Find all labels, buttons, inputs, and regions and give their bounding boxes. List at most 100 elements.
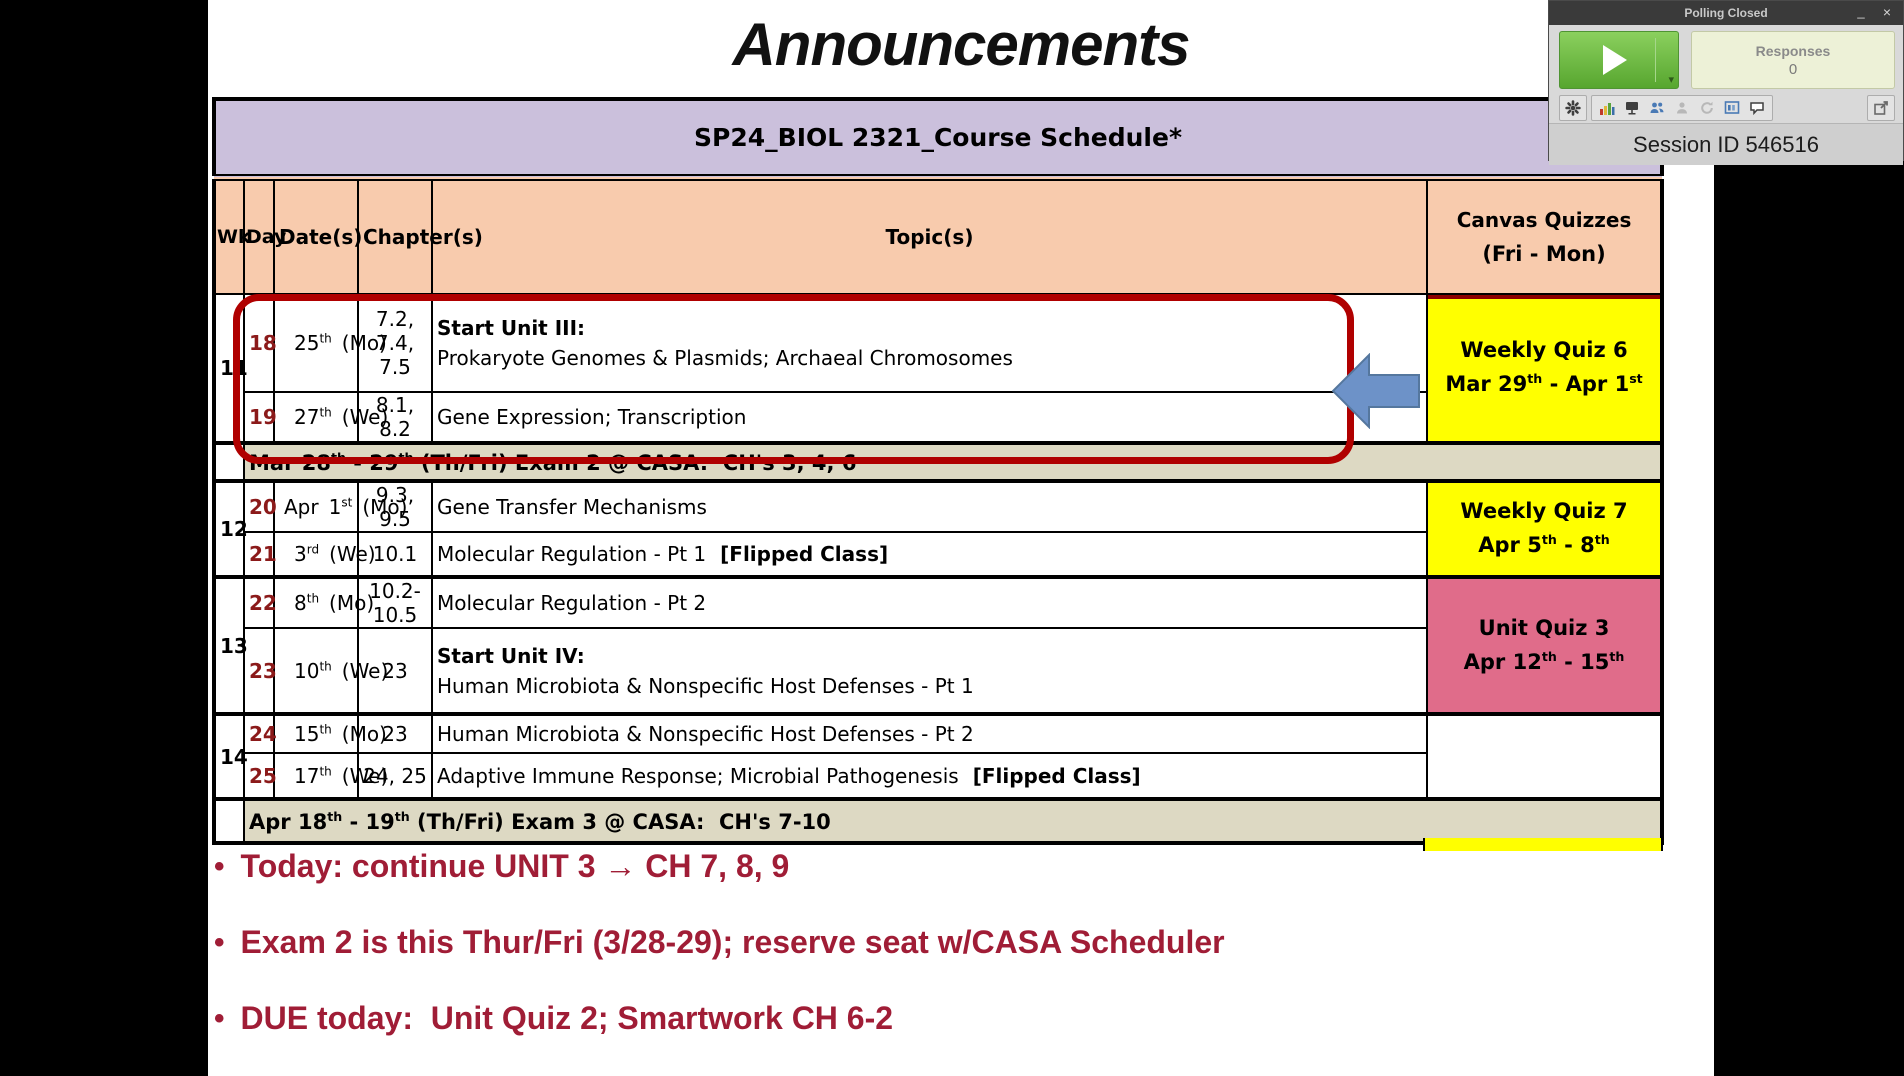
refresh-disabled-icon[interactable] — [1697, 98, 1717, 118]
chevron-down-icon[interactable]: ▾ — [1668, 74, 1674, 86]
bar-chart-icon[interactable] — [1597, 98, 1617, 118]
topic-cell: Adaptive Immune Response; Microbial Path… — [431, 752, 1428, 800]
chapters-cell: 9.3, 9.5 — [357, 479, 433, 533]
table-row: 25 17th(We) 24, 25 Adaptive Immune Respo… — [214, 752, 1662, 800]
table-row: 11 18 25th (Mo) 7.2, 7.4, 7.5 Start Unit … — [213, 293, 1664, 444]
user-disabled-icon[interactable] — [1672, 98, 1692, 118]
day-number: 24 — [243, 712, 277, 754]
chapters-cell: 24, 25 — [357, 752, 433, 800]
topic-cell: Molecular Regulation - Pt 2 — [431, 575, 1428, 629]
topic-cell: Molecular Regulation - Pt 1 [Flipped Clas… — [431, 531, 1428, 578]
topic-cell: Start Unit IV: Human Microbiota & Nonspe… — [431, 627, 1428, 715]
responses-count: 0 — [1788, 60, 1798, 78]
header-wk: Wk — [213, 176, 251, 295]
table-row: 23 10th (We) 23 Start Unit IV: Human Micr… — [214, 627, 1662, 715]
quiz-cell-unit-quiz-3: Unit Quiz 3 Apr 12th - 15th — [1425, 575, 1664, 715]
message-window-icon[interactable] — [1722, 98, 1742, 118]
quiz-cell-weekly-quiz-7: Weekly Quiz 7 Apr 5th - 8th — [1425, 479, 1664, 578]
chat-bubble-icon[interactable] — [1747, 98, 1767, 118]
chapters-cell: 10.2-10.5 — [357, 575, 433, 629]
day-number: 20 — [243, 479, 277, 533]
chapters-cell: 23 — [357, 627, 433, 715]
popout-icon[interactable] — [1867, 95, 1895, 121]
table-row: 13 22 8th (Mo) 10.2-10.5 Molecular Regula… — [213, 575, 1664, 715]
week-number: 14 — [213, 712, 248, 800]
header-day: Day — [243, 176, 286, 295]
header-topics: Topic(s) — [431, 176, 1428, 295]
table-row: 21 3rd (We) 10.1 Molecular Regulation - P… — [214, 531, 1662, 578]
session-id-label: Session ID 546516 — [1633, 131, 1819, 157]
exam-3-banner: Apr 18th - 19th (Th/Fri) Exam 3 @ CASA: … — [242, 797, 1664, 844]
week-number: 12 — [213, 479, 248, 578]
header-dates: Date(s) — [273, 176, 362, 295]
minimize-button[interactable]: _ — [1857, 4, 1865, 19]
day-number: 23 — [243, 627, 277, 715]
exam-2-banner: Mar 28th - 29th (Th/Fri) Exam 2 @ CASA: … — [242, 441, 1664, 482]
presentation-screen-icon[interactable] — [1622, 98, 1642, 118]
header-quizzes-line1: Canvas Quizzes — [1456, 207, 1632, 232]
close-button[interactable]: × — [1882, 4, 1892, 20]
quiz-cell-weekly-quiz-6: Weekly Quiz 6 Mar 29th - Apr 1st — [1425, 293, 1664, 444]
topic-cell: Gene Expression; Transcription — [431, 391, 1428, 444]
session-id-bar: Session ID 546516 — [1549, 123, 1903, 165]
bullet-item: • DUE today: Unit Quiz 2; Smartwork CH 6… — [214, 1000, 893, 1037]
responses-button[interactable]: Responses 0 — [1691, 31, 1895, 89]
chapters-cell: 10.1 — [357, 531, 433, 578]
schedule-title: SP24_BIOL 2321_Course Schedule* — [212, 98, 1664, 181]
empty-week-cell — [213, 797, 245, 844]
table-row: 14 24 15th (Mo) 23 Human Microbiota & Non… — [213, 712, 1664, 800]
polling-toolbar — [1549, 93, 1903, 123]
date-cell: 25th (Mo) — [273, 293, 387, 393]
day-number: 18 — [243, 293, 277, 393]
bullet-item: • Exam 2 is this Thur/Fri (3/28-29); res… — [214, 924, 1225, 961]
presentation-slide: Announcements SP24_BIOL 2321_Course Sche… — [208, 0, 1714, 1076]
gear-icon[interactable] — [1559, 95, 1587, 121]
polling-titlebar[interactable]: Polling Closed _ × — [1549, 1, 1903, 25]
topic-cell: Human Microbiota & Nonspecific Host Defe… — [431, 712, 1428, 754]
polling-controls: ▾ Responses 0 — [1549, 25, 1903, 93]
day-number: 21 — [243, 531, 277, 578]
topic-cell: Gene Transfer Mechanisms — [431, 479, 1428, 533]
header-quizzes: Canvas Quizzes (Fri - Mon) — [1425, 176, 1664, 295]
day-number: 19 — [243, 391, 277, 444]
play-icon — [1603, 45, 1627, 75]
bullet-dot: • — [214, 1002, 225, 1035]
polling-status-title: Polling Closed — [1684, 6, 1768, 20]
date-cell: 8th (Mo) — [273, 575, 374, 629]
topic-cell: Start Unit III: Prokaryote Genomes & Pla… — [431, 293, 1428, 393]
quiz-cell-empty — [1425, 712, 1664, 800]
polling-toolbar-group — [1591, 95, 1773, 121]
polling-widget: Polling Closed _ × ▾ Responses 0 — [1548, 0, 1904, 165]
slide-title: Announcements — [732, 11, 1190, 78]
day-number: 25 — [243, 752, 277, 800]
date-cell: 3rd (We) — [273, 531, 376, 578]
week-number: 13 — [213, 575, 248, 715]
participants-icon[interactable] — [1647, 98, 1667, 118]
exam-row: Mar 28th - 29th (Th/Fri) Exam 2 @ CASA: … — [213, 441, 1664, 482]
header-chapters: Chapter(s) — [357, 176, 483, 295]
start-polling-button[interactable]: ▾ — [1559, 31, 1679, 89]
chapters-cell: 8.1, 8.2 — [357, 391, 433, 444]
exam-row: Apr 18th - 19th (Th/Fri) Exam 3 @ CASA: … — [213, 797, 1664, 844]
date-cell: 27th (We) — [273, 391, 388, 444]
next-quiz-cell-partial — [1423, 838, 1663, 851]
date-cell: 10th (We) — [273, 627, 388, 715]
bullet-item: • Today: continue UNIT 3 → CH 7, 8, 9 — [214, 848, 789, 885]
bullet-dot: • — [214, 926, 225, 959]
responses-label: Responses — [1755, 42, 1831, 59]
date-cell: 17th(We) — [273, 752, 388, 800]
day-number: 22 — [243, 575, 277, 629]
week-number: 11 — [213, 293, 248, 444]
chapters-cell: 7.2, 7.4, 7.5 — [357, 293, 433, 393]
bullet-text: Exam 2 is this Thur/Fri (3/28-29); reser… — [240, 924, 1225, 960]
bullet-text: DUE today: Unit Quiz 2; Smartwork CH 6-2 — [240, 1000, 894, 1036]
bullet-text: Today: continue UNIT 3 → CH 7, 8, 9 — [240, 848, 790, 884]
chapters-cell: 23 — [357, 712, 433, 754]
bullet-dot: • — [214, 850, 225, 883]
split-button-divider — [1655, 38, 1656, 82]
table-row: 19 27th (We) 8.1, 8.2 Gene Expression; Tr… — [214, 391, 1662, 444]
empty-week-cell — [213, 441, 245, 482]
course-schedule-table: SP24_BIOL 2321_Course Schedule* Wk Day D… — [212, 97, 1665, 845]
